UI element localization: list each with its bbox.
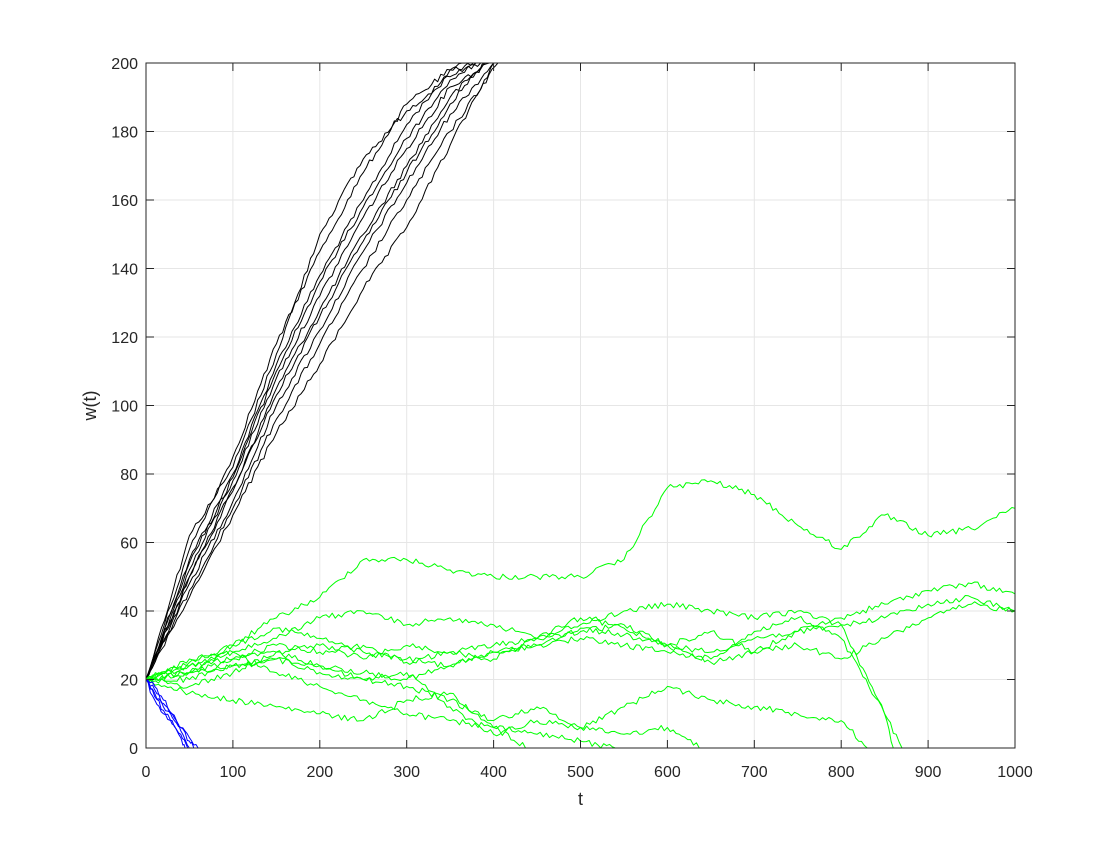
series-line [145,62,481,680]
x-tick-label: 400 [480,764,507,781]
y-tick-label: 160 [111,193,138,210]
series-line [145,679,190,749]
series-line [145,62,477,680]
series-line [145,677,529,749]
series-line [145,62,490,680]
series-line [145,650,703,749]
series-line [145,479,1016,682]
ticks: 0 100 200 300 400 500 600 700 800 900 1000 0 20 40 60 8… [111,56,1033,781]
y-tick-label: 40 [120,604,138,621]
series-line [145,62,499,680]
y-tick-label: 100 [111,399,138,416]
series-line [145,62,468,680]
series-line [145,601,1016,681]
series-line [145,679,199,749]
x-tick-label: 500 [567,764,594,781]
y-tick-label: 0 [129,741,138,758]
series-line [145,623,903,749]
y-tick-label: 60 [120,536,138,553]
series-line [145,62,494,680]
series-line [145,650,616,749]
series-line [145,657,868,749]
x-axis-label: t [578,789,583,809]
x-tick-label: 1000 [997,764,1033,781]
grid [146,63,1015,748]
x-tick-label: 100 [220,764,247,781]
y-tick-label: 180 [111,125,138,142]
series-line [145,62,495,680]
y-tick-label: 120 [111,330,138,347]
y-tick-label: 200 [111,56,138,73]
y-axis-label: w(t) [80,391,100,422]
x-tick-label: 900 [915,764,942,781]
x-tick-label: 300 [393,764,420,781]
x-tick-label: 0 [142,764,151,781]
x-tick-label: 700 [741,764,768,781]
series-line [145,62,477,680]
series-group [145,62,1016,749]
series-line [145,62,486,680]
x-tick-label: 600 [654,764,681,781]
series-line [145,595,1016,680]
series-line [145,679,186,749]
x-tick-label: 800 [828,764,855,781]
y-tick-label: 80 [120,467,138,484]
x-tick-label: 200 [306,764,333,781]
y-tick-label: 20 [120,673,138,690]
series-line [145,679,189,749]
y-tick-label: 140 [111,262,138,279]
